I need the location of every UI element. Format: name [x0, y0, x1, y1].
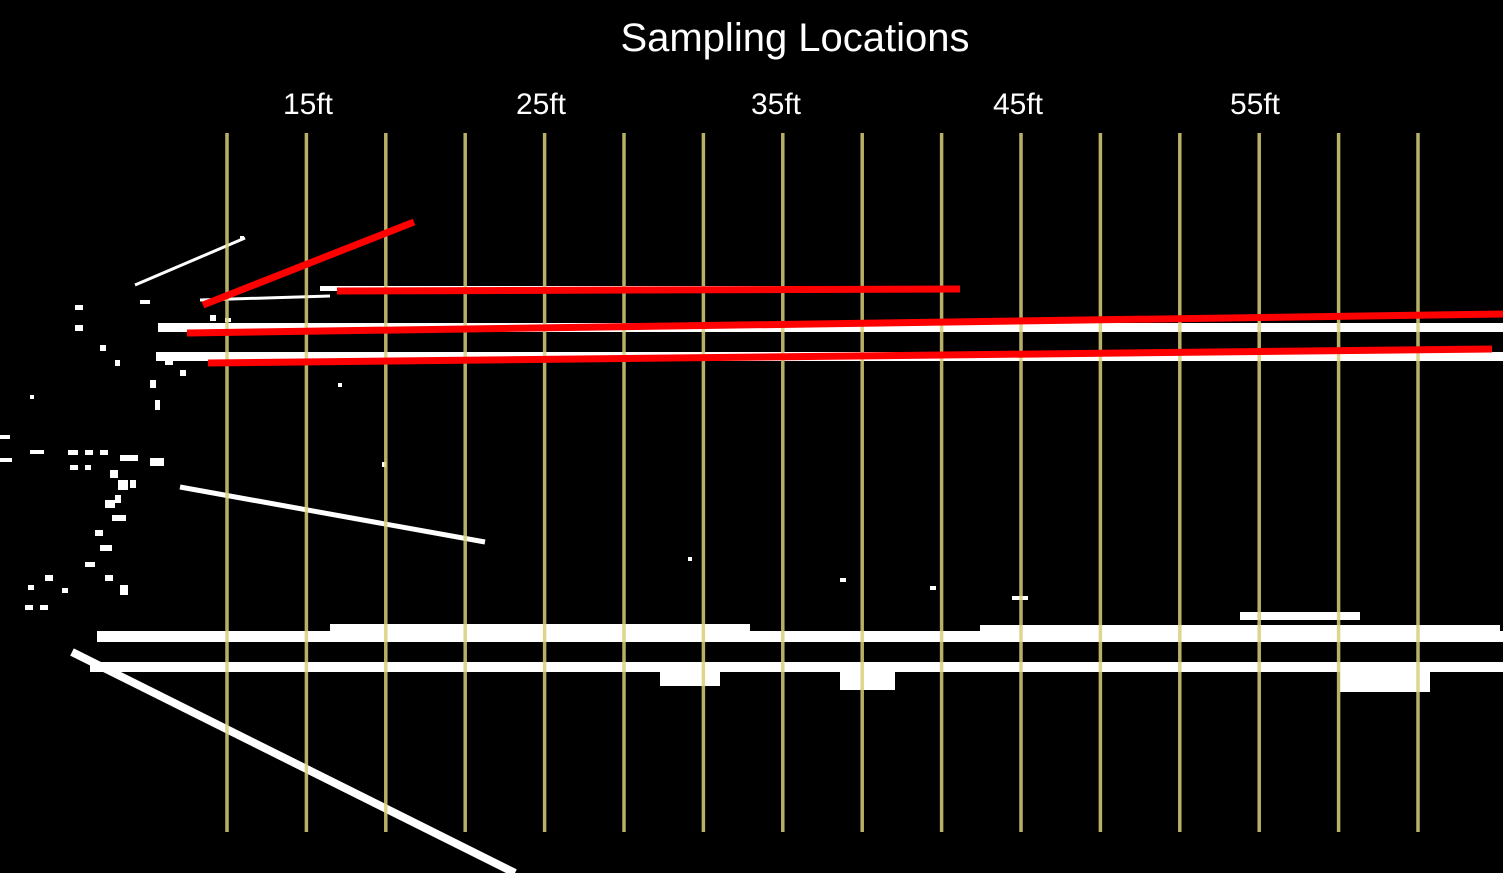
- point-cluster: [150, 380, 156, 388]
- point-cluster: [100, 345, 106, 351]
- point-cluster: [240, 236, 244, 240]
- distance-label: 25ft: [516, 88, 567, 121]
- point-cluster: [688, 557, 692, 561]
- fitted-line-diagonal: [201, 218, 416, 309]
- point-cluster: [140, 300, 150, 304]
- point-cluster: [165, 360, 173, 365]
- point-cluster: [338, 383, 342, 387]
- point-cluster: [95, 530, 103, 536]
- distance-label: 45ft: [993, 88, 1044, 121]
- point-cluster: [100, 450, 108, 455]
- point-cluster: [75, 325, 83, 331]
- point-cluster: [25, 605, 33, 610]
- fitted-line-upper: [186, 310, 1503, 337]
- point-cluster: [85, 562, 95, 567]
- point-cluster: [112, 515, 126, 521]
- point-cluster: [68, 450, 78, 455]
- lower-boundary-smear-3: [1340, 672, 1430, 692]
- point-cluster: [62, 588, 68, 593]
- point-cluster: [120, 585, 128, 595]
- point-cluster: [210, 315, 216, 321]
- distance-label: 55ft: [1230, 88, 1281, 121]
- point-cluster: [115, 495, 121, 503]
- lower-boundary-band: [97, 631, 1503, 642]
- point-cluster: [45, 575, 53, 581]
- lower-boundary-smear-2: [840, 672, 895, 690]
- diagonal-streak-bottom: [70, 648, 517, 873]
- point-cluster: [150, 458, 164, 466]
- point-cluster: [100, 545, 112, 551]
- point-cluster: [30, 450, 44, 454]
- point-cluster: [115, 360, 120, 366]
- point-cluster: [30, 395, 34, 399]
- point-cluster: [840, 578, 846, 582]
- point-cluster: [110, 470, 118, 478]
- sampling-lines: [225, 133, 1420, 832]
- lower-boundary-blob-far: [1240, 612, 1360, 620]
- point-cluster: [105, 500, 115, 508]
- point-cluster: [130, 480, 136, 488]
- upper-boundary-band: [158, 323, 1503, 332]
- fitted-line-lower: [207, 345, 1493, 367]
- distance-labels: 15ft 25ft 35ft 45ft 55ft: [283, 88, 1281, 121]
- distance-label: 15ft: [283, 88, 334, 121]
- point-cluster: [0, 458, 12, 462]
- fitted-lines: [186, 218, 1503, 367]
- point-cluster: [0, 435, 10, 439]
- point-cluster: [70, 465, 78, 470]
- point-cluster: [75, 305, 83, 310]
- left-clutter: [0, 236, 1028, 610]
- lower-boundary-blob: [330, 624, 750, 632]
- lower-boundary-blob-right: [980, 625, 1500, 633]
- point-cluster: [930, 586, 936, 590]
- point-cluster: [40, 605, 48, 610]
- fitted-line-short: [336, 285, 961, 295]
- distance-label: 35ft: [751, 88, 802, 121]
- point-cluster: [85, 450, 93, 455]
- point-cluster: [28, 585, 34, 590]
- lower-boundary-band-lower: [90, 662, 1503, 672]
- point-cluster: [120, 455, 138, 461]
- point-cluster: [155, 400, 160, 410]
- point-cluster: [118, 480, 128, 490]
- point-cluster: [382, 462, 386, 467]
- diagonal-streak-middle: [179, 484, 486, 545]
- point-cluster: [85, 465, 91, 470]
- lower-boundary-smear: [660, 672, 720, 686]
- point-cluster: [180, 370, 186, 376]
- point-cluster: [105, 575, 113, 581]
